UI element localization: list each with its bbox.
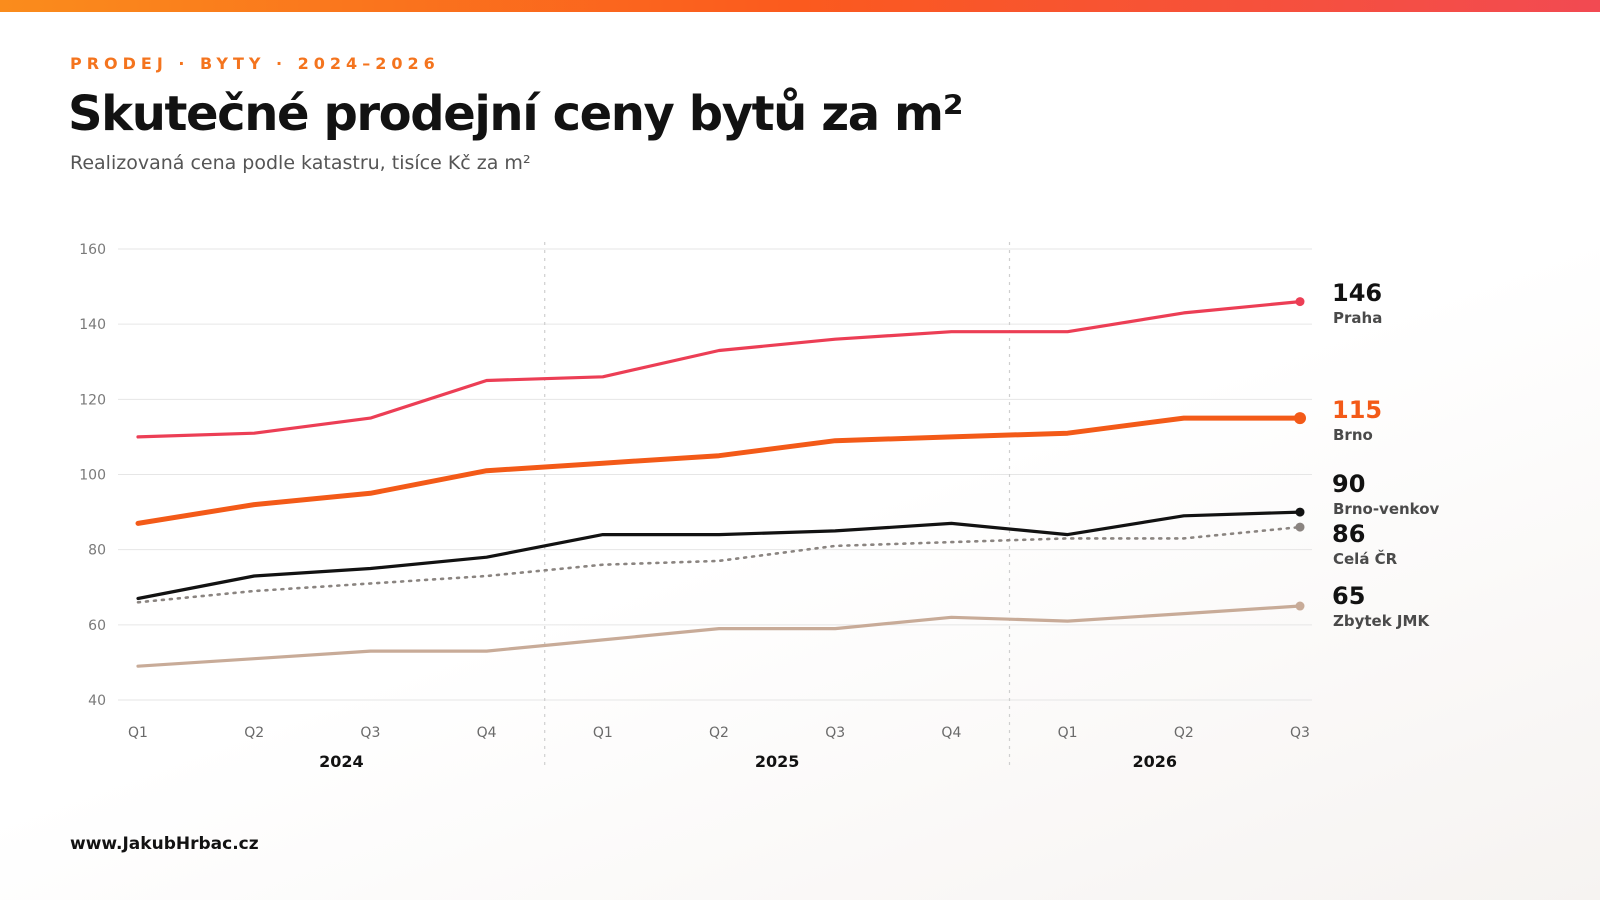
- series-line-praha: [136, 300, 1302, 439]
- end-value-cel-r: 86: [1332, 520, 1365, 548]
- x-tick-label: Q1: [593, 725, 613, 741]
- series-line-brno-venkov: [136, 510, 1302, 601]
- chart-title: Skutečné prodejní ceny bytů za m²: [68, 86, 964, 142]
- year-label-2024: 2024: [319, 752, 364, 771]
- series-end-dot-cel-r: [1295, 522, 1305, 532]
- x-tick-label: Q3: [360, 725, 380, 741]
- year-dividers: [544, 242, 1011, 768]
- y-tick-label: 120: [79, 392, 106, 408]
- chart-subtitle: Realizovaná cena podle katastru, tisíce …: [70, 152, 531, 174]
- series-group: [135, 297, 1306, 668]
- y-axis: 40 60 80 100 120 140 160: [79, 242, 106, 709]
- year-label-2026: 2026: [1132, 752, 1177, 771]
- x-axis: Q1 Q2 Q3 Q4 Q1 Q2 Q3 Q4 Q1 Q2 Q3 2024 2025 2026: [128, 725, 1310, 771]
- footer-website: www.JakubHrbac.cz: [70, 834, 259, 854]
- end-value-zbytek-jmk: 65: [1332, 582, 1365, 610]
- x-tick-label: Q1: [1058, 725, 1078, 741]
- eyebrow-label: PRODEJ · BYTY · 2024–2026: [70, 54, 440, 73]
- end-value-brno-venkov: 90: [1332, 470, 1365, 498]
- y-tick-label: 80: [88, 543, 106, 559]
- x-tick-label: Q4: [941, 725, 961, 741]
- grid: [118, 248, 1312, 701]
- x-tick-label: Q2: [1174, 725, 1194, 741]
- x-tick-label: Q4: [477, 725, 497, 741]
- x-tick-label: Q2: [709, 725, 729, 741]
- series-end-dot-zbytek-jmk: [1295, 601, 1305, 611]
- series-end-dot-brno-venkov: [1295, 507, 1305, 517]
- x-tick-label: Q3: [825, 725, 845, 741]
- x-tick-label: Q2: [244, 725, 264, 741]
- end-name-praha: Praha: [1333, 309, 1382, 327]
- end-name-zbytek-jmk: Zbytek JMK: [1333, 612, 1430, 630]
- y-tick-label: 100: [79, 468, 106, 484]
- end-value-praha: 146: [1332, 279, 1382, 307]
- series-line-brno: [135, 415, 1303, 526]
- end-name-cel-r: Celá ČR: [1333, 549, 1398, 568]
- x-tick-label: Q3: [1290, 725, 1310, 741]
- y-tick-label: 60: [88, 618, 106, 634]
- series-end-dot-brno: [1294, 412, 1306, 425]
- end-name-brno: Brno: [1333, 426, 1373, 444]
- year-label-2025: 2025: [755, 752, 800, 771]
- top-accent-bar: [0, 0, 1600, 12]
- series-line-zbytek-jmk: [136, 604, 1302, 668]
- series-line-cel-r: [136, 525, 1302, 604]
- end-name-brno-venkov: Brno-venkov: [1333, 500, 1440, 518]
- y-tick-label: 40: [88, 693, 106, 709]
- y-tick-label: 140: [79, 317, 106, 333]
- x-tick-label: Q1: [128, 725, 148, 741]
- y-tick-label: 160: [79, 242, 106, 258]
- series-end-dot-praha: [1295, 297, 1305, 307]
- end-value-brno: 115: [1332, 396, 1382, 424]
